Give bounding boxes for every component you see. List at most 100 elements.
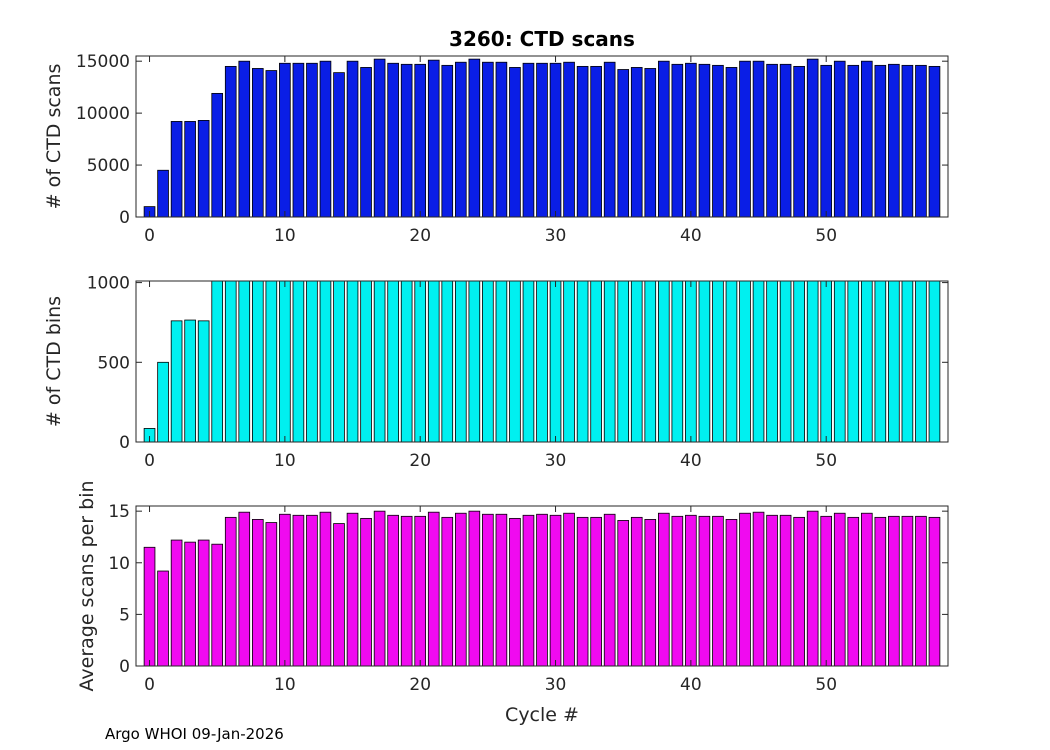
bar-cycle-52 <box>847 64 860 218</box>
bar-cycle-46 <box>766 280 778 443</box>
bar-cycle-47 <box>779 63 792 218</box>
bar-cycle-25 <box>482 513 494 667</box>
bar-cycle-47 <box>779 280 792 443</box>
bar-cycle-52 <box>847 280 860 443</box>
bar-cycle-53 <box>860 60 873 218</box>
bar-cycle-29 <box>536 62 548 218</box>
bar-cycle-41 <box>698 63 711 218</box>
chart-panel-3: 0 10 20 30 40 50 0 5 10 15 Average scans per bin Cy… <box>76 480 949 726</box>
bar-cycle-49 <box>806 280 819 443</box>
y-tick-label: 15000 <box>76 52 130 72</box>
bar-cycle-22 <box>441 516 454 667</box>
bar-cycle-22 <box>441 280 454 443</box>
bar-cycle-21 <box>427 511 440 667</box>
bar-cycle-20 <box>414 280 427 443</box>
bar-cycle-46 <box>766 514 778 667</box>
bar-cycle-45 <box>752 280 765 443</box>
bar-cycle-28 <box>522 280 535 443</box>
bar-cycle-19 <box>400 63 413 218</box>
bar-cycle-1 <box>157 361 169 443</box>
bar-cycle-26 <box>495 513 508 667</box>
x-tick-label: 10 <box>274 226 296 246</box>
bar-cycle-39 <box>671 63 684 218</box>
bar-cycle-3 <box>184 541 196 667</box>
bar-cycle-27 <box>509 280 521 443</box>
bar-cycle-39 <box>671 280 684 443</box>
x-tick-label: 20 <box>409 675 431 695</box>
x-tick-label: 40 <box>680 675 702 695</box>
bar-cycle-14 <box>333 523 345 667</box>
bar-cycle-25 <box>482 61 494 218</box>
bar-cycle-7 <box>238 511 251 667</box>
bar-cycle-20 <box>414 515 427 667</box>
bar-cycle-12 <box>306 280 318 443</box>
bar-cycle-49 <box>806 510 819 667</box>
bar-cycle-35 <box>617 280 630 443</box>
bar-cycle-12 <box>306 514 318 667</box>
bar-cycle-6 <box>224 516 237 667</box>
bar-cycle-19 <box>400 515 413 667</box>
y-tick-label: 0 <box>119 433 130 453</box>
bar-cycle-55 <box>888 280 900 443</box>
x-tick-label: 40 <box>680 451 702 471</box>
bar-cycle-55 <box>888 63 900 218</box>
bar-cycle-7 <box>238 280 251 443</box>
bar-cycle-9 <box>265 70 278 218</box>
bar-cycle-30 <box>549 62 562 218</box>
bar-cycle-48 <box>793 280 805 443</box>
bar-cycle-32 <box>576 280 589 443</box>
bar-cycle-56 <box>901 64 914 218</box>
bar-cycle-51 <box>833 512 846 667</box>
bar-cycle-12 <box>306 62 318 218</box>
bar-cycle-11 <box>292 514 305 667</box>
bar-cycle-7 <box>238 60 251 218</box>
y-axis-label: # of CTD scans <box>43 64 65 210</box>
y-axis-label: # of CTD bins <box>43 296 65 427</box>
axes-frame <box>135 280 949 443</box>
bar-cycle-33 <box>590 65 602 218</box>
bar-cycle-42 <box>712 515 724 667</box>
bar-cycle-23 <box>454 61 467 218</box>
y-tick-label: 0 <box>119 208 130 228</box>
bar-cycle-15 <box>346 280 359 443</box>
bar-cycle-51 <box>833 60 846 218</box>
bar-cycle-26 <box>495 280 508 443</box>
x-tick-label: 40 <box>680 226 702 246</box>
bar-cycle-6 <box>224 65 237 218</box>
bar-cycle-58 <box>928 280 941 443</box>
bar-cycle-44 <box>739 512 751 667</box>
bar-cycle-13 <box>319 60 332 218</box>
bar-cycle-42 <box>712 64 724 218</box>
bar-cycle-8 <box>251 519 264 667</box>
bar-cycle-46 <box>766 63 778 218</box>
bar-cycle-15 <box>346 512 359 667</box>
bar-cycle-13 <box>319 511 332 667</box>
x-axis-label: Cycle # <box>505 704 579 726</box>
bar-cycle-35 <box>617 69 630 218</box>
chart-panel-1: 0 10 20 30 40 50 0 5000 10000 15000 # of CTD scans… <box>43 27 949 246</box>
bar-cycle-9 <box>265 280 278 443</box>
bar-cycle-28 <box>522 62 535 218</box>
x-tick-label: 50 <box>815 226 837 246</box>
bar-cycle-42 <box>712 280 724 443</box>
bar-cycle-31 <box>563 280 575 443</box>
bar-cycle-24 <box>468 58 481 218</box>
bar-cycle-1 <box>157 169 169 218</box>
bar-cycle-45 <box>752 511 765 667</box>
bar-cycle-45 <box>752 60 765 218</box>
chart-title: 3260: CTD scans <box>449 27 635 51</box>
bar-cycle-40 <box>685 62 697 218</box>
bar-cycle-53 <box>860 280 873 443</box>
bar-cycle-8 <box>251 280 264 443</box>
bar-cycle-21 <box>427 59 440 218</box>
bar-cycle-23 <box>454 512 467 667</box>
bar-cycle-35 <box>617 520 630 667</box>
bar-cycle-10 <box>279 280 291 443</box>
bar-cycle-37 <box>644 280 657 443</box>
bar-cycle-2 <box>170 320 183 443</box>
bar-cycle-56 <box>901 515 914 667</box>
bar-cycle-32 <box>576 516 589 667</box>
bar-cycle-53 <box>860 512 873 667</box>
y-tick-label: 10000 <box>76 104 130 124</box>
